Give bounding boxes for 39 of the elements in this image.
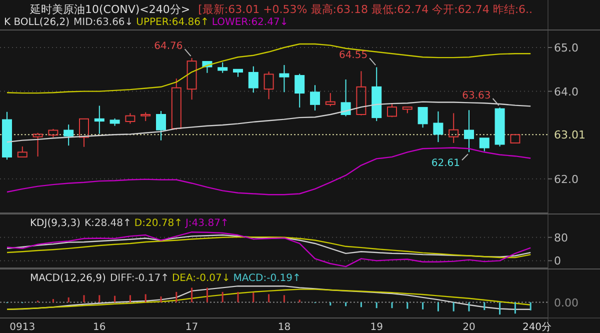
candlestick <box>433 110 444 143</box>
x-tick-label: 20 <box>462 322 476 333</box>
annotation: 62.61 <box>431 158 460 170</box>
chart-title: 延时美原油10(CONV)<240分> <box>29 3 190 16</box>
text: UPPER:64.86↑ <box>136 17 209 28</box>
candlestick <box>64 124 74 146</box>
series-label: J:43.87↑ <box>184 218 229 229</box>
line-series <box>6 232 532 268</box>
series-label: DEA:-0.07↓ <box>172 273 230 284</box>
ref-line-label: 63.01 <box>554 128 586 142</box>
x-tick-label: 18 <box>278 322 291 333</box>
series-label: D:20.78↑ <box>134 218 182 229</box>
legend-title: MACD(12,26,9) <box>30 273 106 284</box>
text: MID:63.66↓ <box>74 17 134 28</box>
candlestick <box>94 105 104 134</box>
text: 240分 <box>522 321 552 333</box>
annotation: 63.63 <box>462 90 491 102</box>
series-label: DIFF:-0.17↑ <box>110 273 169 284</box>
legend-title: K BOLL(26,2) <box>4 17 70 28</box>
y-tick-label: 65.0 <box>554 42 578 55</box>
candlestick <box>464 110 474 153</box>
chart-subtitle: [最新:63.01 +0.53% 最高:63.18 最低:62.74 今开:62.74 昨结:6.. <box>198 3 533 16</box>
annotation: 64.76 <box>154 41 183 52</box>
y-tick-label: 64.0 <box>554 85 578 98</box>
series-label: MACD:-0.19↑ <box>233 273 301 284</box>
legend-title: KDJ(9,3,3) <box>30 218 81 229</box>
x-tick-label: 0913 <box>10 322 36 333</box>
line-series <box>6 147 532 196</box>
candlestick <box>279 64 290 93</box>
y-tick-label: 0 <box>554 254 561 268</box>
text: LOWER:62.47↓ <box>212 17 288 28</box>
y-tick-label: 62.0 <box>554 172 578 186</box>
x-tick-label: 16 <box>93 322 106 333</box>
ref-line-label: 0.00 <box>554 296 578 310</box>
annotation: 64.55 <box>338 50 368 62</box>
y-tick-label: 80 <box>554 231 568 244</box>
x-tick-label: 17 <box>185 322 198 333</box>
series-label: K:28.48↑ <box>84 218 132 229</box>
x-tick-label: 19 <box>370 322 383 333</box>
